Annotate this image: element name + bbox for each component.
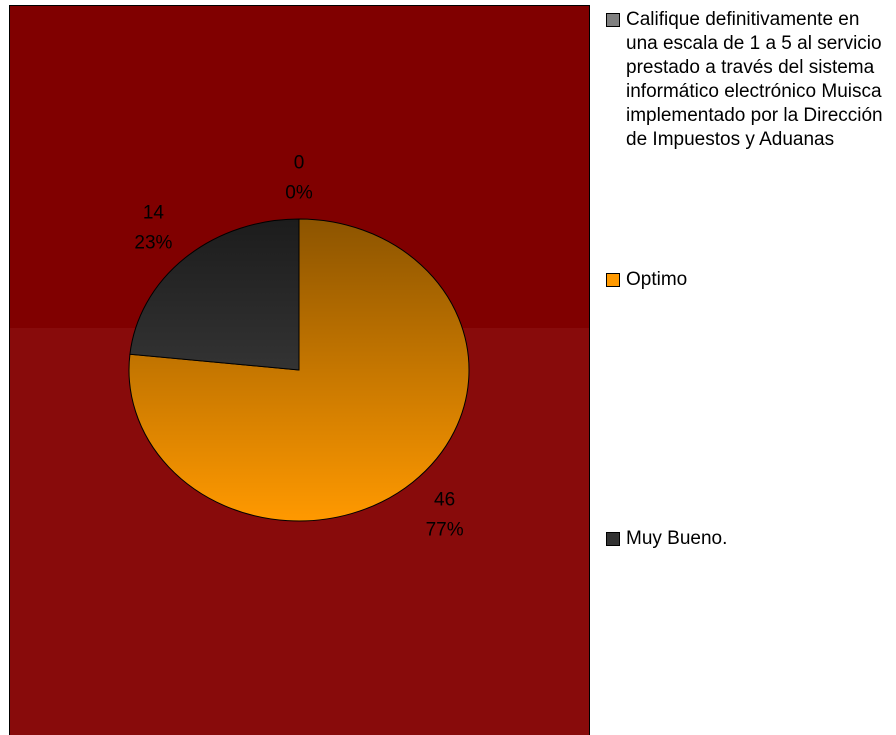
- legend-entry: Califique definitivamente en una escala …: [604, 8, 889, 152]
- plot-border: [9, 5, 590, 735]
- data-label-value: 14: [143, 202, 165, 223]
- legend-label: Califique definitivamente en una escala …: [626, 9, 883, 150]
- legend-swatch: [606, 532, 620, 546]
- data-label-percent: 0%: [285, 183, 313, 204]
- legend-swatch: [606, 13, 620, 27]
- data-label-value: 46: [434, 490, 455, 511]
- legend-entry: Muy Bueno.: [604, 527, 889, 551]
- legend-label: Muy Bueno.: [626, 528, 728, 549]
- legend-label: Optimo: [626, 269, 688, 290]
- legend-swatch: [606, 273, 620, 287]
- slice-shade: [129, 219, 299, 370]
- data-label-value: 0: [294, 153, 305, 174]
- legend-entry: Optimo: [604, 268, 889, 292]
- data-label-percent: 77%: [426, 520, 464, 541]
- data-label-percent: 23%: [134, 232, 172, 253]
